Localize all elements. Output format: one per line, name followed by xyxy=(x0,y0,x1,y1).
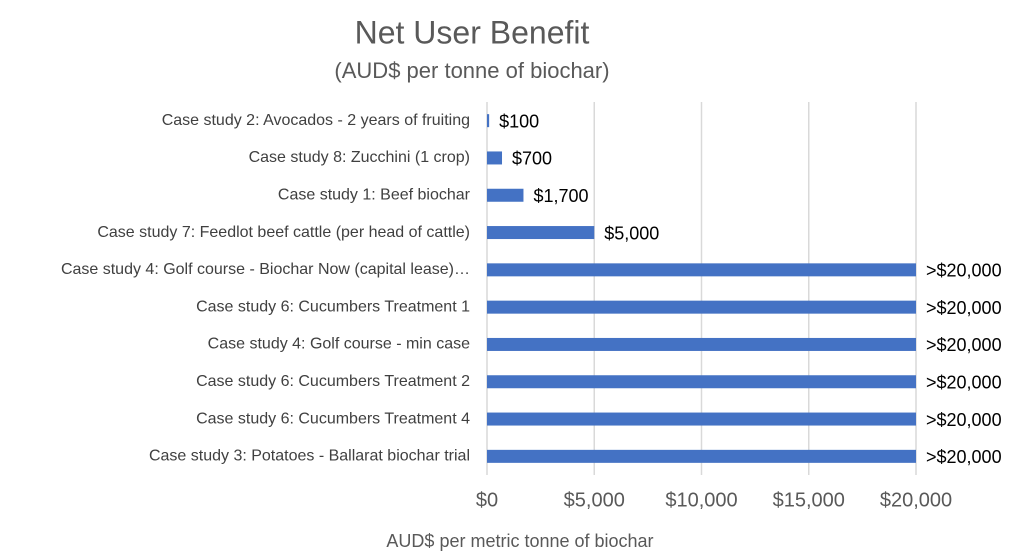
x-tick-label: $15,000 xyxy=(773,489,845,511)
x-tick-label: $10,000 xyxy=(665,489,737,511)
bar xyxy=(487,114,490,128)
y-tick-label: Case study 3: Potatoes - Ballarat biocha… xyxy=(149,448,470,465)
chart-title: Net User Benefit xyxy=(355,14,590,50)
bar xyxy=(487,300,916,314)
bar xyxy=(487,188,524,202)
value-label: >$20,000 xyxy=(926,410,1002,430)
value-label: >$20,000 xyxy=(926,335,1002,355)
bar xyxy=(487,375,916,389)
y-tick-label: Case study 6: Cucumbers Treatment 2 xyxy=(196,373,470,390)
y-tick-label: Case study 7: Feedlot beef cattle (per h… xyxy=(97,224,470,241)
y-tick-label: Case study 8: Zucchini (1 crop) xyxy=(249,149,470,166)
y-tick-label: Case study 2: Avocados - 2 years of frui… xyxy=(162,112,470,129)
bar xyxy=(487,337,916,351)
bar xyxy=(487,412,916,426)
bar xyxy=(487,151,503,165)
y-tick-label: Case study 6: Cucumbers Treatment 4 xyxy=(196,410,470,427)
value-label: $100 xyxy=(499,111,539,131)
x-tick-label: $0 xyxy=(476,489,498,511)
x-tick-label: $20,000 xyxy=(880,489,952,511)
value-label: >$20,000 xyxy=(926,261,1002,281)
x-tick-label: $5,000 xyxy=(564,489,625,511)
value-label: $5,000 xyxy=(604,223,659,243)
bar xyxy=(487,226,595,240)
chart-subtitle: (AUD$ per tonne of biochar) xyxy=(334,58,609,83)
value-label: >$20,000 xyxy=(926,373,1002,393)
bar xyxy=(487,263,916,277)
y-tick-label: Case study 1: Beef biochar xyxy=(278,186,471,203)
y-tick-label: Case study 4: Golf course - min case xyxy=(208,336,470,353)
y-tick-label: Case study 4: Golf course - Biochar Now … xyxy=(61,261,470,278)
bar xyxy=(487,449,916,463)
value-label: >$20,000 xyxy=(926,447,1002,467)
value-label: $1,700 xyxy=(533,186,588,206)
y-tick-label: Case study 6: Cucumbers Treatment 1 xyxy=(196,298,470,315)
x-axis-title: AUD$ per metric tonne of biochar xyxy=(386,531,653,551)
value-label: $700 xyxy=(512,149,552,169)
value-label: >$20,000 xyxy=(926,298,1002,318)
